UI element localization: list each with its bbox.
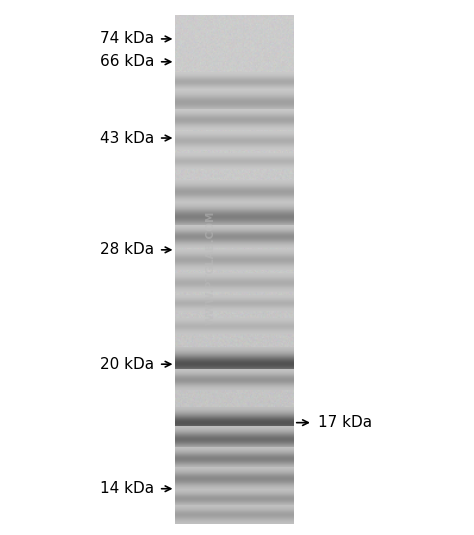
- Text: 20 kDa: 20 kDa: [100, 357, 154, 372]
- Text: 66 kDa: 66 kDa: [100, 54, 154, 70]
- Text: 43 kDa: 43 kDa: [100, 131, 154, 146]
- Text: 14 kDa: 14 kDa: [100, 481, 154, 496]
- Text: 28 kDa: 28 kDa: [100, 242, 154, 257]
- Text: 17 kDa: 17 kDa: [318, 415, 372, 430]
- Text: WWW.PTGLAB.COM: WWW.PTGLAB.COM: [206, 210, 216, 325]
- Text: 74 kDa: 74 kDa: [100, 32, 154, 47]
